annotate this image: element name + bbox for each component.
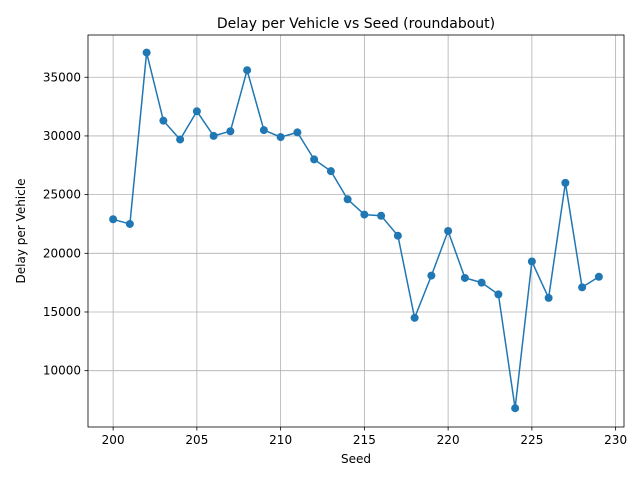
chart-title: Delay per Vehicle vs Seed (roundabout) — [217, 16, 495, 32]
data-point — [393, 231, 402, 240]
data-point — [561, 178, 570, 187]
x-tick-label: 205 — [185, 433, 208, 447]
data-point — [578, 283, 587, 292]
data-point — [159, 116, 168, 125]
data-point — [109, 215, 118, 224]
x-axis-label: Seed — [341, 452, 371, 466]
data-point — [511, 404, 520, 413]
data-point — [527, 257, 536, 266]
data-point — [209, 131, 218, 140]
data-point — [125, 219, 134, 228]
x-tick-label: 215 — [353, 433, 376, 447]
y-tick-label: 10000 — [43, 364, 81, 378]
plot-frame — [87, 34, 625, 428]
data-point — [544, 293, 553, 302]
data-point — [259, 126, 268, 135]
data-point — [477, 278, 486, 287]
data-point — [192, 107, 201, 116]
data-point — [142, 48, 151, 57]
data-point — [343, 195, 352, 204]
data-point — [310, 155, 319, 164]
data-point — [427, 271, 436, 280]
x-tick-label: 200 — [102, 433, 125, 447]
series-markers — [109, 48, 603, 413]
x-tick-label: 225 — [520, 433, 543, 447]
y-axis: 10000 15000 20000 25000 30000 35000 — [43, 70, 88, 378]
data-point — [226, 127, 235, 136]
y-tick-label: 20000 — [43, 246, 81, 260]
data-point — [377, 211, 386, 220]
y-axis-label: Delay per Vehicle — [14, 179, 28, 284]
y-tick-label: 30000 — [43, 129, 81, 143]
data-point — [594, 272, 603, 281]
data-point — [293, 128, 302, 137]
x-tick-label: 230 — [604, 433, 627, 447]
data-point — [276, 133, 285, 142]
data-point — [176, 135, 185, 144]
data-point — [243, 66, 252, 75]
y-tick-label: 15000 — [43, 305, 81, 319]
data-point — [460, 273, 469, 282]
data-point — [410, 313, 419, 322]
y-tick-label: 35000 — [43, 70, 81, 84]
x-tick-label: 220 — [437, 433, 460, 447]
data-point — [326, 167, 335, 176]
y-tick-label: 25000 — [43, 188, 81, 202]
data-point — [494, 290, 503, 299]
data-point — [444, 227, 453, 235]
x-tick-label: 210 — [269, 433, 292, 447]
data-point — [360, 210, 369, 219]
x-axis: 200 205 210 215 220 225 230 — [102, 427, 627, 447]
series-line — [112, 52, 600, 409]
